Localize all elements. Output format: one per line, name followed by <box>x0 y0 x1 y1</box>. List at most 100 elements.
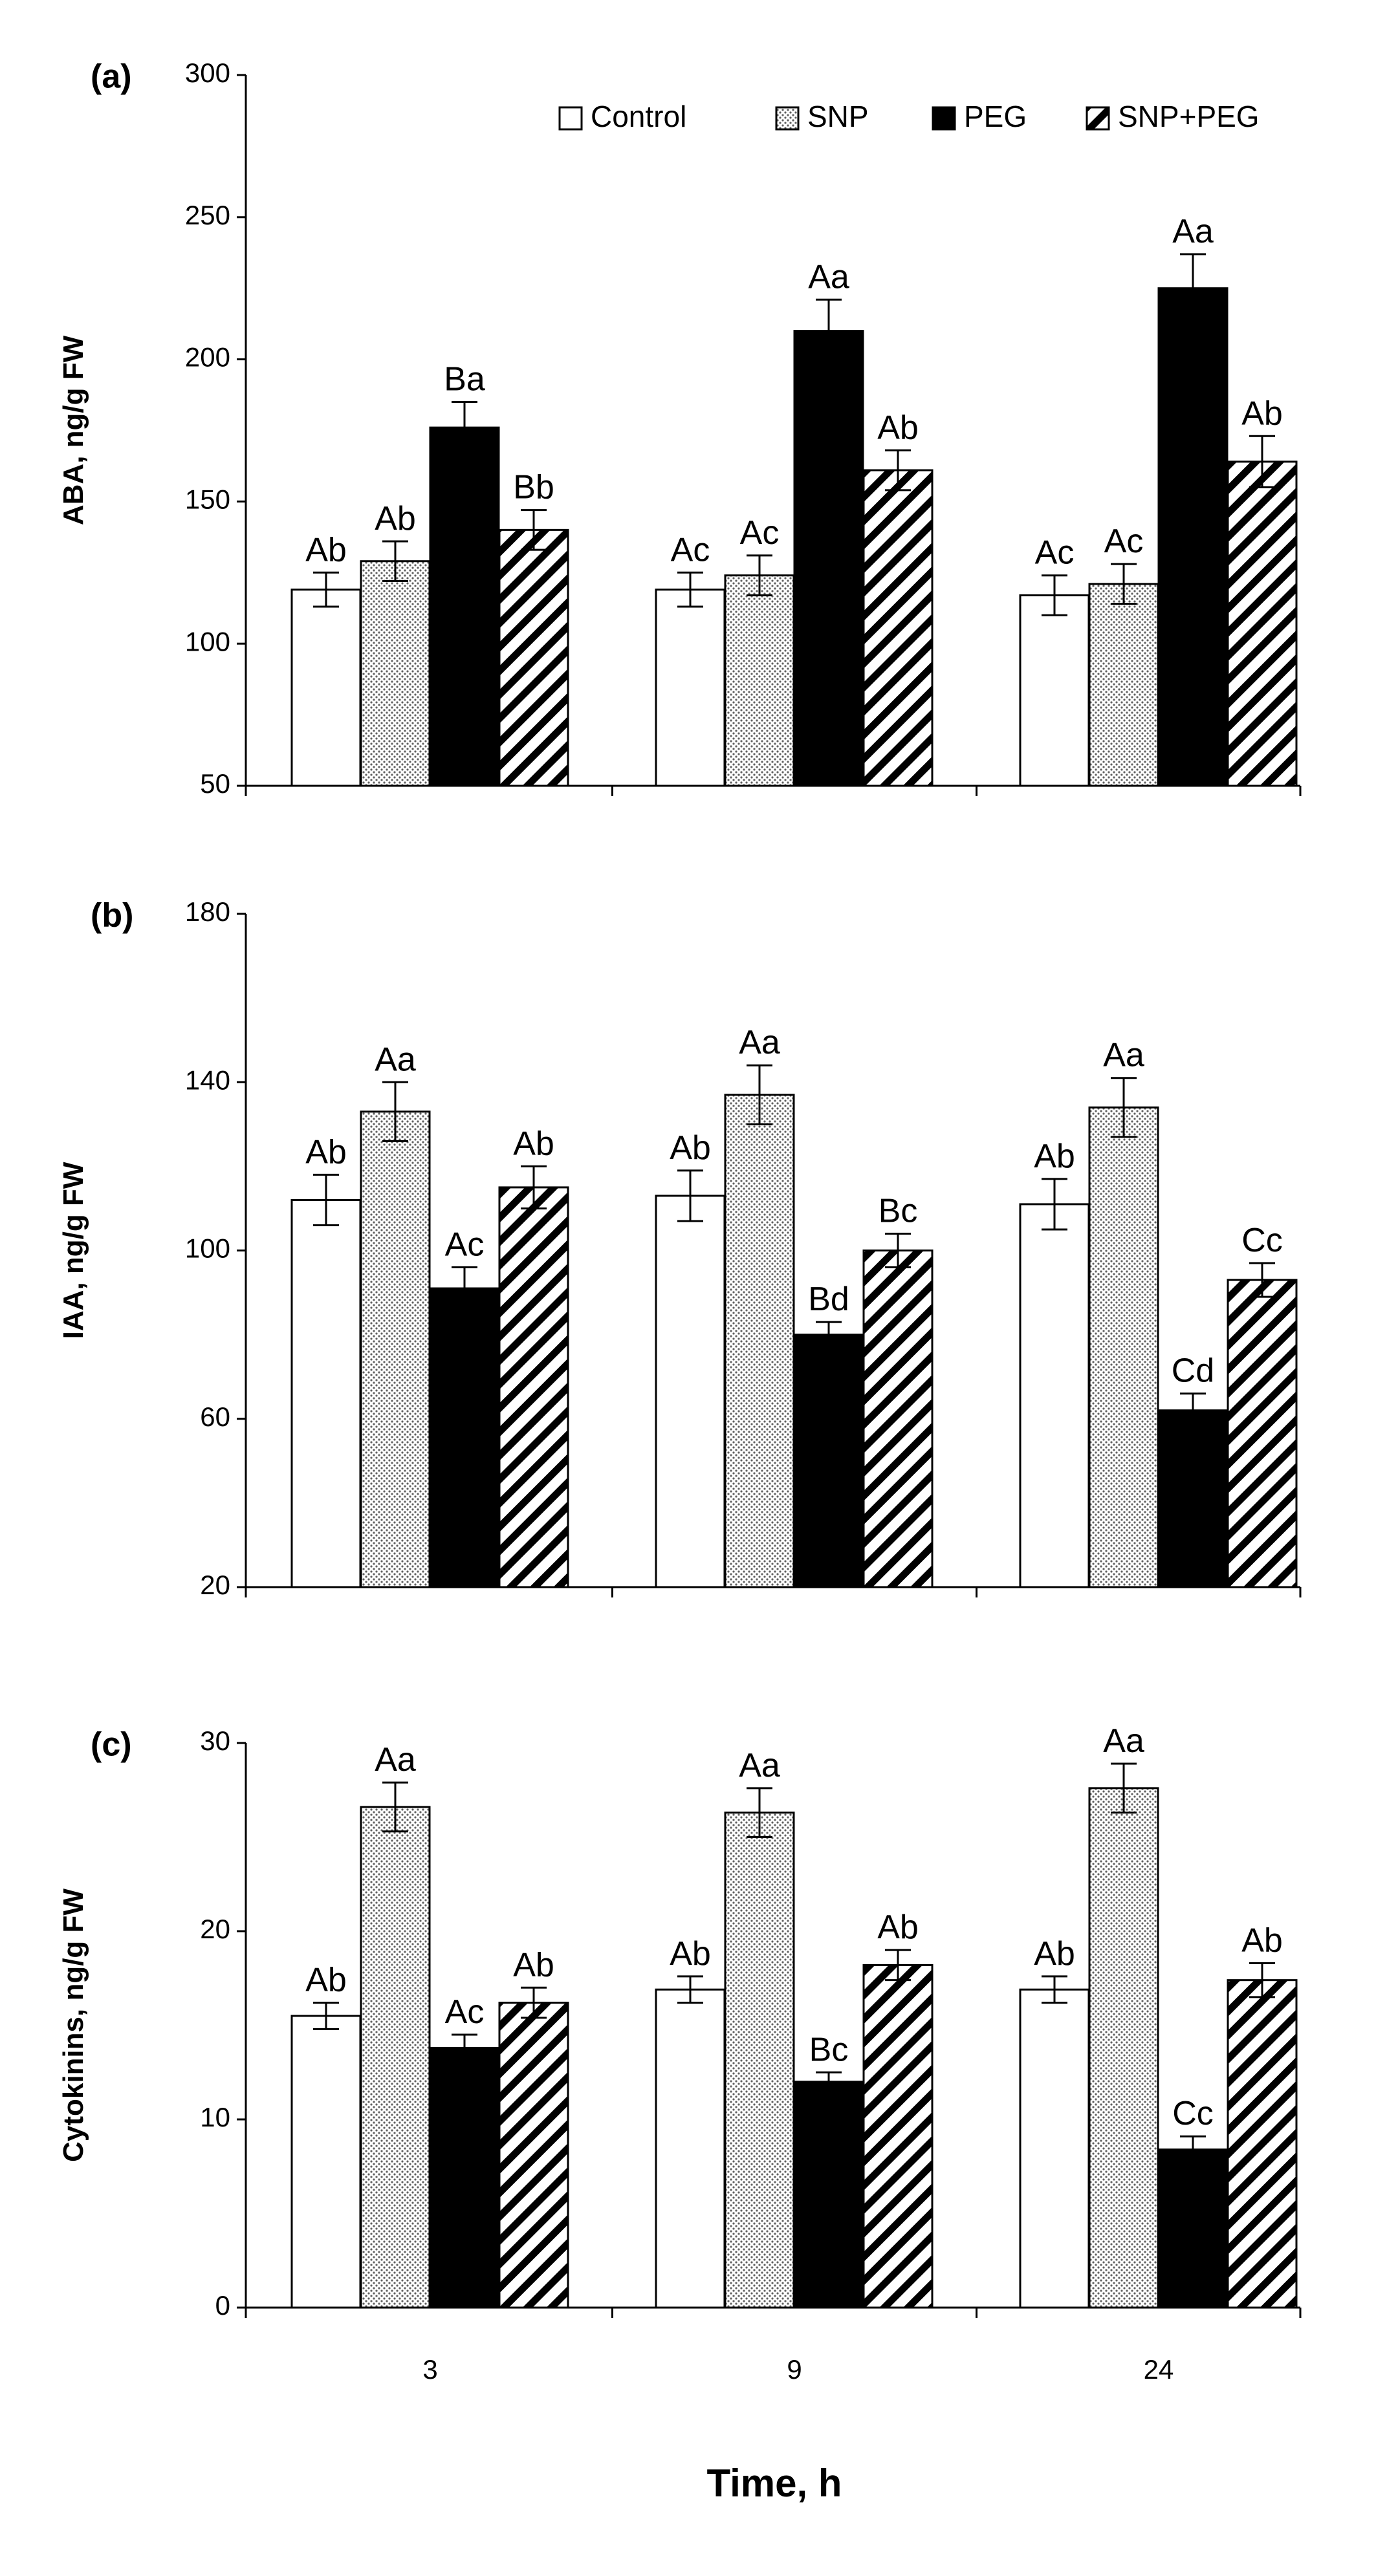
bar-snp <box>724 574 795 787</box>
data-label: Ab <box>305 1962 347 1999</box>
data-label: Ac <box>445 1993 485 2031</box>
bar-control <box>1019 1988 1090 2309</box>
data-label: Cd <box>1172 1352 1214 1390</box>
data-label: Ab <box>513 1125 554 1162</box>
data-label: Aa <box>375 1041 416 1078</box>
data-label: Ab <box>670 1129 711 1167</box>
legend: Control SNP PEG SNP+PEG <box>558 100 1260 133</box>
bar-snp-peg <box>1227 460 1298 787</box>
data-label: Ab <box>670 1935 711 1973</box>
bar-peg <box>793 1334 864 1588</box>
data-label: Ab <box>375 500 416 537</box>
y-tick-label: 140 <box>185 1065 230 1095</box>
y-tick-label: 60 <box>200 1402 230 1432</box>
bar-peg <box>1157 1409 1229 1588</box>
bar-control <box>290 589 362 787</box>
legend-swatch <box>558 106 583 131</box>
data-label: Aa <box>1103 1722 1144 1760</box>
bar-snp-peg <box>498 528 569 787</box>
bar-peg <box>793 330 864 787</box>
x-tick-label: 9 <box>787 2354 802 2385</box>
bar-snp <box>1088 1787 1159 2309</box>
bar-snp-peg <box>498 2002 569 2309</box>
legend-swatch <box>932 106 956 131</box>
legend-swatch <box>775 106 800 131</box>
bar-snp <box>360 560 431 787</box>
panel-0: (a) ABA, ng/g FW 50 100 150 200 250 300 Ab Ac Ac Ab… <box>58 58 1302 799</box>
legend-swatch <box>1086 106 1110 131</box>
bar-peg <box>429 426 500 787</box>
y-tick-label: 300 <box>185 58 230 88</box>
x-tick-label: 24 <box>1144 2354 1174 2385</box>
bar-snp-peg <box>498 1186 569 1588</box>
data-label: Ab <box>1034 1935 1075 1973</box>
data-label: Cc <box>1172 2095 1214 2132</box>
bar-control <box>290 1198 362 1588</box>
bar-snp-peg <box>862 1250 934 1588</box>
bar-peg <box>429 1287 500 1588</box>
legend-entry: SNP+PEG <box>1118 100 1260 133</box>
data-label: Ab <box>1241 1921 1283 1959</box>
data-label: Ac <box>740 514 780 552</box>
bar-snp <box>360 1110 431 1588</box>
legend-entry: Control <box>591 100 686 133</box>
data-label: Aa <box>1172 213 1214 250</box>
bar-control <box>655 1195 726 1588</box>
bar-snp <box>360 1806 431 2309</box>
data-label: Aa <box>375 1741 416 1779</box>
bar-control <box>655 1988 726 2309</box>
bar-peg <box>793 2081 864 2309</box>
bar-snp <box>1088 1106 1159 1588</box>
data-label: Ba <box>444 361 485 398</box>
y-tick-label: 50 <box>200 768 230 799</box>
data-label: Aa <box>739 1747 780 1784</box>
y-tick-label: 20 <box>200 1570 230 1600</box>
data-label: Bb <box>513 469 554 506</box>
data-label: Ab <box>513 1946 554 1984</box>
y-tick-label: 200 <box>185 342 230 373</box>
data-label: Ac <box>1104 523 1144 560</box>
y-tick-label: 180 <box>185 896 230 927</box>
data-label: Bd <box>808 1281 849 1318</box>
data-label: Ac <box>671 531 710 568</box>
bar-control <box>290 2015 362 2309</box>
y-tick-label: 0 <box>215 2290 230 2321</box>
bar-snp-peg <box>862 1964 934 2309</box>
data-label: Aa <box>1103 1037 1144 1074</box>
panel-label: (a) <box>91 58 132 96</box>
data-label: Ab <box>1034 1138 1075 1175</box>
data-label: Ac <box>445 1226 485 1264</box>
bar-peg <box>1157 2148 1229 2309</box>
bar-snp <box>724 1094 795 1588</box>
x-tick-label: 3 <box>422 2354 437 2385</box>
panel-1: (b) IAA, ng/g FW 20 60 100 140 180 Ab Ab Ab Aa Aa Aa… <box>58 896 1302 1600</box>
data-label: Ab <box>1241 395 1283 432</box>
legend-entry: SNP <box>807 100 869 133</box>
data-label: Ac <box>1035 534 1075 572</box>
y-axis-title: IAA, ng/g FW <box>58 1162 89 1339</box>
data-label: Bc <box>879 1192 918 1229</box>
panel-label: (b) <box>91 897 133 935</box>
y-tick-label: 250 <box>185 200 230 230</box>
data-label: Ab <box>877 409 919 446</box>
bar-snp <box>724 1812 795 2309</box>
data-label: Ab <box>877 1909 919 1946</box>
y-tick-label: 10 <box>200 2102 230 2132</box>
bar-snp-peg <box>1227 1279 1298 1588</box>
panel-label: (c) <box>91 1726 132 1764</box>
bar-snp <box>1088 583 1159 787</box>
data-label: Ab <box>305 531 347 568</box>
bar-snp-peg <box>1227 1979 1298 2309</box>
legend-entry: PEG <box>964 100 1027 133</box>
data-label: Cc <box>1241 1222 1283 1259</box>
data-label: Bc <box>809 2031 849 2068</box>
y-axis-title: Cytokinins, ng/g FW <box>58 1889 89 2162</box>
bar-peg <box>1157 287 1229 787</box>
data-label: Aa <box>739 1024 780 1061</box>
data-label: Aa <box>808 258 849 296</box>
y-tick-label: 100 <box>185 1233 230 1264</box>
y-tick-label: 20 <box>200 1914 230 1944</box>
y-tick-label: 150 <box>185 484 230 514</box>
